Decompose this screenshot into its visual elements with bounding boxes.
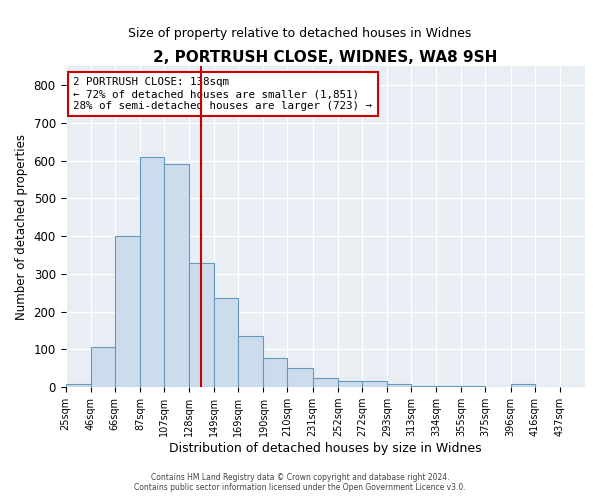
Title: 2, PORTRUSH CLOSE, WIDNES, WA8 9SH: 2, PORTRUSH CLOSE, WIDNES, WA8 9SH	[153, 50, 497, 65]
Y-axis label: Number of detached properties: Number of detached properties	[15, 134, 28, 320]
Bar	[91, 347, 115, 387]
Bar	[189, 262, 214, 387]
Bar	[338, 381, 362, 387]
Bar	[115, 236, 140, 387]
Bar	[362, 381, 387, 387]
Text: 2 PORTRUSH CLOSE: 138sqm
← 72% of detached houses are smaller (1,851)
28% of sem: 2 PORTRUSH CLOSE: 138sqm ← 72% of detach…	[73, 78, 373, 110]
Bar	[411, 386, 436, 387]
Bar	[164, 164, 189, 387]
Bar	[387, 384, 411, 387]
X-axis label: Distribution of detached houses by size in Widnes: Distribution of detached houses by size …	[169, 442, 482, 455]
Bar	[65, 384, 91, 387]
Bar	[238, 336, 263, 387]
Bar	[214, 298, 238, 387]
Bar	[511, 384, 535, 387]
Bar	[140, 157, 164, 387]
Bar	[461, 386, 485, 387]
Bar	[313, 378, 338, 387]
Text: Size of property relative to detached houses in Widnes: Size of property relative to detached ho…	[128, 28, 472, 40]
Bar	[436, 386, 461, 387]
Text: Contains HM Land Registry data © Crown copyright and database right 2024.
Contai: Contains HM Land Registry data © Crown c…	[134, 473, 466, 492]
Bar	[263, 358, 287, 387]
Bar	[287, 368, 313, 387]
